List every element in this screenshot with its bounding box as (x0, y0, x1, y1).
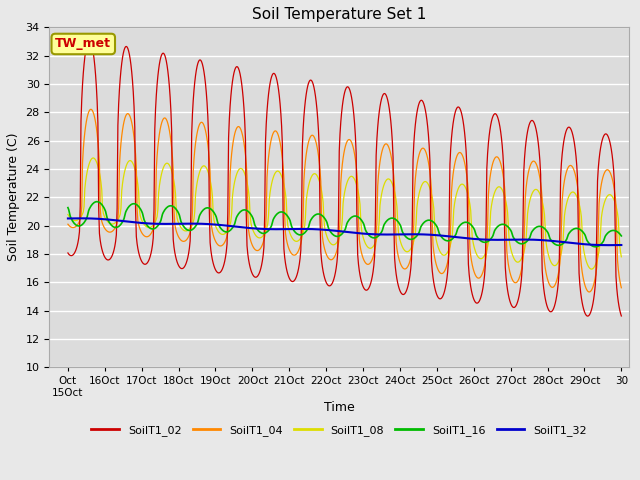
SoilT1_02 (186, 238, 194, 244)
SoilT1_08 (618, 254, 625, 260)
SoilT1_08 (337, 229, 344, 235)
SoilT1_16 (391, 216, 399, 222)
Line: SoilT1_32: SoilT1_32 (68, 218, 621, 245)
SoilT1_02 (584, 313, 591, 319)
Line: SoilT1_02: SoilT1_02 (68, 40, 621, 316)
SoilT1_04 (64, 221, 72, 227)
SoilT1_04 (445, 251, 453, 256)
Y-axis label: Soil Temperature (C): Soil Temperature (C) (7, 133, 20, 262)
Title: Soil Temperature Set 1: Soil Temperature Set 1 (252, 7, 426, 22)
SoilT1_32 (445, 233, 453, 239)
SoilT1_16 (93, 199, 101, 204)
SoilT1_08 (186, 225, 194, 231)
SoilT1_32 (77, 216, 85, 221)
Line: SoilT1_04: SoilT1_04 (68, 109, 621, 292)
SoilT1_04 (391, 185, 399, 191)
SoilT1_04 (186, 229, 194, 235)
SoilT1_16 (64, 205, 72, 211)
SoilT1_32 (391, 231, 399, 237)
SoilT1_02 (445, 221, 453, 227)
SoilT1_04 (337, 180, 344, 186)
SoilT1_32 (337, 228, 344, 234)
Line: SoilT1_08: SoilT1_08 (68, 158, 621, 269)
SoilT1_04 (585, 289, 593, 295)
Line: SoilT1_16: SoilT1_16 (68, 202, 621, 247)
SoilT1_16 (186, 228, 194, 233)
SoilT1_32 (618, 242, 625, 248)
SoilT1_08 (568, 190, 575, 195)
SoilT1_16 (210, 210, 218, 216)
SoilT1_02 (86, 37, 93, 43)
SoilT1_32 (210, 222, 218, 228)
SoilT1_02 (568, 127, 575, 133)
SoilT1_16 (591, 244, 599, 250)
SoilT1_02 (210, 263, 218, 269)
SoilT1_16 (568, 228, 575, 233)
SoilT1_02 (64, 250, 72, 256)
SoilT1_08 (210, 217, 218, 223)
Legend: SoilT1_02, SoilT1_04, SoilT1_08, SoilT1_16, SoilT1_32: SoilT1_02, SoilT1_04, SoilT1_08, SoilT1_… (87, 420, 591, 440)
SoilT1_02 (618, 313, 625, 319)
Text: TW_met: TW_met (55, 37, 111, 50)
SoilT1_08 (391, 189, 399, 194)
SoilT1_08 (90, 155, 97, 161)
SoilT1_32 (64, 216, 72, 221)
SoilT1_32 (568, 240, 575, 246)
SoilT1_32 (186, 221, 194, 227)
SoilT1_04 (618, 285, 625, 290)
SoilT1_04 (210, 234, 218, 240)
X-axis label: Time: Time (324, 401, 355, 414)
SoilT1_02 (337, 119, 344, 125)
SoilT1_08 (445, 246, 453, 252)
SoilT1_08 (64, 212, 72, 217)
SoilT1_08 (588, 266, 595, 272)
SoilT1_32 (604, 242, 612, 248)
SoilT1_04 (568, 163, 575, 168)
SoilT1_04 (87, 107, 95, 112)
SoilT1_02 (391, 255, 399, 261)
SoilT1_16 (445, 238, 453, 243)
SoilT1_16 (618, 233, 625, 239)
SoilT1_16 (337, 232, 344, 238)
